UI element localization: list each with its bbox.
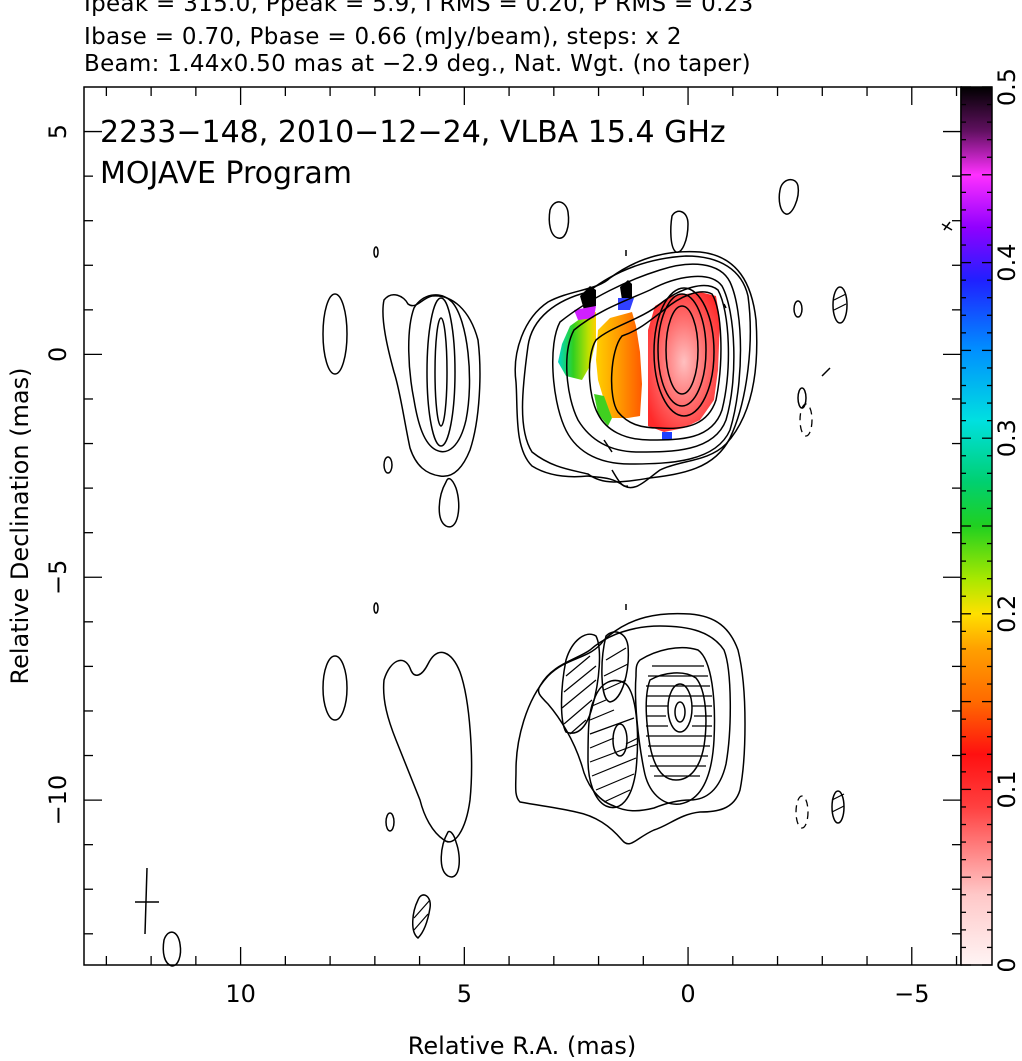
total-intensity-contours-upper xyxy=(322,178,953,528)
low-level-contour xyxy=(162,931,182,967)
x-tick-label: 5 xyxy=(457,980,472,1008)
core-blue-bottom xyxy=(662,432,672,440)
colorbar-tick-label: 0 xyxy=(993,957,1021,972)
y-tick-label: −5 xyxy=(44,560,72,595)
core-pol-region xyxy=(648,292,720,432)
x-tick-label: −5 xyxy=(894,980,929,1008)
plot-frame xyxy=(83,86,962,966)
axis-ticks xyxy=(84,87,961,965)
knot2-magenta-top xyxy=(574,306,596,320)
colorbar: 0 0.1 0.2 0.3 0.4 0.5 xyxy=(960,68,1021,973)
colorbar-ticks: 0 0.1 0.2 0.3 0.4 0.5 xyxy=(961,68,1021,973)
y-axis-label: Relative Declination (mas) xyxy=(6,367,34,684)
beam-marker xyxy=(135,867,159,935)
axis-labels: 10 5 0 −5 5 0 −5 −10 xyxy=(44,124,929,1008)
map-subtitle: MOJAVE Program xyxy=(100,156,352,191)
colorbar-tick-label: 0.1 xyxy=(993,770,1021,808)
polarized-intensity-contours-lower xyxy=(322,602,845,939)
knot2-dark-top xyxy=(580,286,596,310)
y-tick-label: 5 xyxy=(44,124,72,139)
knot2-pol-region xyxy=(558,312,596,380)
colorbar-tick-label: 0.2 xyxy=(993,595,1021,633)
knot1-pol-region xyxy=(596,312,642,418)
knot1-green-edge xyxy=(594,394,612,426)
header-line-1: Ipeak = 315.0, Ppeak = 5.9, I RMS = 0.20… xyxy=(84,0,754,17)
header-line-3: Beam: 1.44x0.50 mas at −2.9 deg., Nat. W… xyxy=(84,51,751,77)
header-line-2: Ibase = 0.70, Pbase = 0.66 (mJy/beam), s… xyxy=(84,24,682,50)
x-tick-label: 10 xyxy=(225,980,256,1008)
colorbar-tick-label: 0.3 xyxy=(993,419,1021,457)
x-tick-label: 0 xyxy=(680,980,695,1008)
polarization-vectors xyxy=(413,647,845,931)
y-tick-label: −10 xyxy=(44,775,72,826)
map-title: 2233−148, 2010−12−24, VLBA 15.4 GHz xyxy=(100,115,726,150)
knot1-blue-top xyxy=(618,298,634,310)
y-tick-label: 0 xyxy=(44,347,72,362)
x-axis-label: Relative R.A. (mas) xyxy=(408,1032,636,1060)
knot1-dark-top xyxy=(620,280,632,300)
polarization-fraction-image xyxy=(558,280,720,440)
colorbar-tick-label: 0.5 xyxy=(993,68,1021,106)
colorbar-tick-label: 0.4 xyxy=(993,244,1021,282)
